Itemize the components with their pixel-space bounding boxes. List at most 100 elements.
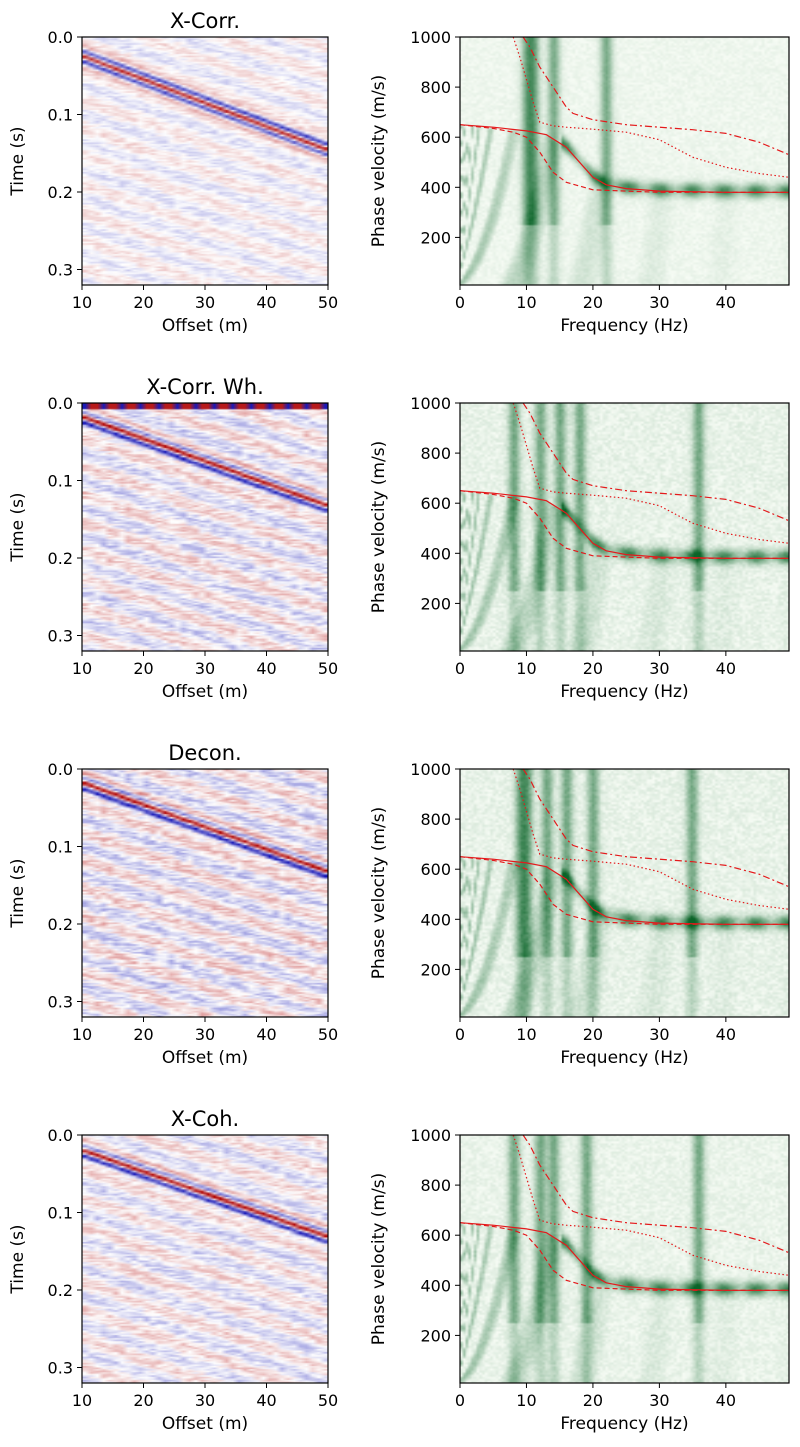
x-tick-label: 30 xyxy=(195,1391,215,1410)
y-tick-label: 800 xyxy=(420,78,451,97)
y-tick-label: 800 xyxy=(420,1176,451,1195)
y-tick-label: 400 xyxy=(420,910,451,929)
y-tick-label: 0.0 xyxy=(48,28,73,47)
y-tick-label: 1000 xyxy=(410,394,451,413)
y-tick-label: 1000 xyxy=(410,28,451,47)
x-tick-label: 0 xyxy=(455,293,465,312)
y-tick-label: 600 xyxy=(420,494,451,513)
y-tick-label: 0.3 xyxy=(48,627,73,646)
x-tick-label: 30 xyxy=(195,659,215,678)
y-tick-label: 600 xyxy=(420,860,451,879)
mode-curve-first-higher-alt xyxy=(512,1135,789,1276)
dispersion-panel-4: 0 10 20 30 40 200 400 600 800 1000 Frequency (Hz) P… xyxy=(369,1126,790,1434)
mode-curve-fundamental xyxy=(460,490,789,559)
x-tick-label: 0 xyxy=(455,659,465,678)
mode-curve-first-higher xyxy=(522,37,789,156)
gather-heatmap xyxy=(82,37,328,285)
mode-curve-first-higher xyxy=(522,769,789,888)
gather-panel-3: Decon. 10 20 30 40 50 0.0 0.1 0.2 0.3 Offset (m) Ti… xyxy=(8,741,338,1068)
x-tick-label: 10 xyxy=(516,1391,536,1410)
dispersion-heatmap xyxy=(460,769,789,1017)
x-axis-label: Frequency (Hz) xyxy=(560,316,688,336)
mode-curve-first-higher xyxy=(522,1135,789,1254)
y-axis-label: Phase velocity (m/s) xyxy=(369,441,389,613)
y-tick-label: 0.3 xyxy=(48,261,73,280)
mode-curve-fundamental-alt xyxy=(460,124,789,193)
gather-heatmap xyxy=(82,1135,328,1383)
gather-heatmap xyxy=(82,403,328,651)
x-tick-label: 40 xyxy=(716,293,736,312)
y-tick-label: 200 xyxy=(420,1326,451,1345)
x-tick-label: 30 xyxy=(649,293,669,312)
x-tick-label: 20 xyxy=(133,1025,153,1044)
y-tick-label: 0.0 xyxy=(48,1126,73,1145)
y-tick-label: 0.0 xyxy=(48,760,73,779)
x-axis-label: Offset (m) xyxy=(162,316,248,336)
y-tick-label: 0.3 xyxy=(48,993,73,1012)
gather-title: Decon. xyxy=(168,741,241,765)
mode-curve-first-higher-alt xyxy=(512,403,789,544)
mode-curve-first-higher xyxy=(522,403,789,522)
y-tick-label: 600 xyxy=(420,128,451,147)
x-tick-label: 30 xyxy=(195,1025,215,1044)
x-tick-label: 10 xyxy=(72,659,92,678)
x-tick-label: 40 xyxy=(716,1391,736,1410)
y-axis-label: Phase velocity (m/s) xyxy=(369,1173,389,1345)
x-tick-label: 10 xyxy=(516,293,536,312)
dispersion-panel-1: 0 10 20 30 40 200 400 600 800 1000 Frequency (Hz) P… xyxy=(369,28,790,336)
dispersion-heatmap xyxy=(460,403,789,651)
dispersion-axes-frame xyxy=(459,1134,790,1384)
x-tick-label: 30 xyxy=(649,1025,669,1044)
x-axis-label: Frequency (Hz) xyxy=(560,1048,688,1068)
x-tick-label: 50 xyxy=(318,1025,338,1044)
mode-curve-fundamental-alt xyxy=(460,1222,789,1291)
x-axis-label: Offset (m) xyxy=(162,1048,248,1068)
x-tick-label: 50 xyxy=(318,293,338,312)
x-axis-label: Frequency (Hz) xyxy=(560,1414,688,1434)
y-tick-label: 200 xyxy=(420,960,451,979)
x-tick-label: 20 xyxy=(583,1391,603,1410)
y-tick-label: 1000 xyxy=(410,1126,451,1145)
x-tick-label: 50 xyxy=(318,659,338,678)
mode-curve-fundamental xyxy=(460,856,789,925)
y-tick-label: 400 xyxy=(420,178,451,197)
dispersion-axes-frame xyxy=(459,36,790,286)
x-tick-label: 40 xyxy=(256,1025,276,1044)
y-axis-label: Time (s) xyxy=(8,492,28,562)
y-tick-label: 0.1 xyxy=(48,106,73,125)
x-tick-label: 30 xyxy=(649,659,669,678)
y-axis-label: Phase velocity (m/s) xyxy=(369,807,389,979)
x-tick-label: 10 xyxy=(516,1025,536,1044)
gather-panel-2: X-Corr. Wh. 10 20 30 40 50 0.0 0.1 0.2 0.3 Offset … xyxy=(8,375,338,702)
y-axis-label: Time (s) xyxy=(8,126,28,196)
y-tick-label: 800 xyxy=(420,810,451,829)
dispersion-axes-frame xyxy=(459,402,790,652)
y-tick-label: 0.2 xyxy=(48,549,73,568)
x-tick-label: 20 xyxy=(583,293,603,312)
x-axis-label: Frequency (Hz) xyxy=(560,682,688,702)
y-tick-label: 400 xyxy=(420,1276,451,1295)
x-tick-label: 30 xyxy=(195,293,215,312)
y-tick-label: 800 xyxy=(420,444,451,463)
gather-heatmap xyxy=(82,769,328,1017)
x-tick-label: 40 xyxy=(256,293,276,312)
dispersion-axes-frame xyxy=(459,768,790,1018)
y-axis-label: Time (s) xyxy=(8,1224,28,1294)
gather-panel-1: X-Corr. 10 20 30 40 50 0.0 0.1 0.2 0.3 Offset (m) T… xyxy=(8,9,338,336)
x-tick-label: 0 xyxy=(455,1025,465,1044)
y-axis-label: Phase velocity (m/s) xyxy=(369,75,389,247)
y-tick-label: 0.0 xyxy=(48,394,73,413)
x-tick-label: 30 xyxy=(649,1391,669,1410)
y-tick-label: 200 xyxy=(420,228,451,247)
x-axis-label: Offset (m) xyxy=(162,682,248,702)
mode-curve-fundamental-alt xyxy=(460,490,789,559)
y-tick-label: 1000 xyxy=(410,760,451,779)
x-tick-label: 40 xyxy=(716,659,736,678)
gather-title: X-Corr. Wh. xyxy=(146,375,264,399)
y-tick-label: 0.2 xyxy=(48,1281,73,1300)
y-tick-label: 0.1 xyxy=(48,838,73,857)
y-tick-label: 0.1 xyxy=(48,472,73,491)
mode-curve-first-higher-alt xyxy=(512,37,789,178)
x-tick-label: 40 xyxy=(256,659,276,678)
